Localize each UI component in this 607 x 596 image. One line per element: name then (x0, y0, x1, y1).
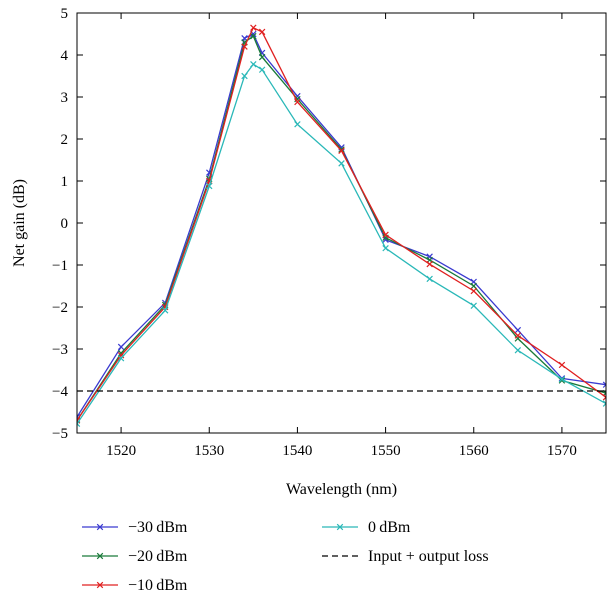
data-point (470, 302, 477, 309)
legend-label: Input + output loss (368, 548, 489, 565)
series-line-1 (77, 35, 606, 421)
y-tick-label: 3 (61, 90, 69, 106)
data-point (336, 523, 344, 531)
legend-item-0: −30 dBm (82, 519, 188, 536)
y-tick-label: 1 (61, 174, 69, 190)
y-tick-label: −5 (52, 426, 68, 442)
series-layer (77, 24, 606, 427)
data-point (117, 343, 125, 351)
data-point (294, 121, 301, 128)
data-point (117, 349, 125, 357)
y-tick-label: −1 (52, 258, 68, 274)
y-tick-label: −2 (52, 300, 68, 316)
data-point (250, 24, 257, 31)
x-tick-label: 1530 (194, 443, 224, 459)
data-point (250, 61, 257, 68)
data-point (426, 275, 433, 283)
x-axis-title: Wavelength (nm) (286, 481, 397, 498)
legend-item-4: Input + output loss (322, 548, 489, 565)
data-point (470, 282, 477, 290)
data-point (602, 381, 606, 388)
data-point (382, 231, 389, 238)
data-point (96, 581, 104, 589)
y-tick-label: 5 (61, 6, 69, 22)
data-point (382, 244, 389, 252)
data-point (294, 98, 301, 106)
x-tick-label: 1550 (371, 443, 401, 459)
legend-item-3: 0 dBm (322, 519, 411, 536)
data-point (117, 355, 125, 362)
data-point (338, 160, 345, 167)
legend-item-1: −20 dBm (82, 548, 188, 565)
x-tick-label: 1560 (459, 443, 489, 459)
data-point (602, 394, 606, 401)
data-point (258, 28, 266, 36)
data-point (96, 523, 104, 531)
data-point (206, 182, 213, 190)
y-axis-title: Net gain (dB) (11, 179, 28, 267)
x-tick-label: 1520 (106, 443, 136, 459)
data-point (426, 260, 433, 268)
legend-label: −20 dBm (128, 548, 188, 565)
data-point (77, 420, 81, 427)
data-point (558, 361, 566, 369)
data-point (514, 326, 522, 334)
data-point (258, 53, 266, 61)
legend-label: −10 dBm (128, 577, 188, 594)
data-point (241, 72, 248, 80)
data-point (338, 147, 345, 154)
data-point (96, 552, 104, 560)
data-point (602, 400, 606, 407)
legend-label: −30 dBm (128, 519, 188, 536)
legend-label: 0 dBm (368, 519, 411, 536)
x-tick-label: 1540 (282, 443, 312, 459)
data-point (250, 32, 257, 40)
series-line-0 (77, 33, 606, 418)
data-point (241, 43, 248, 50)
x-tick-label: 1570 (547, 443, 577, 459)
y-tick-label: 2 (61, 132, 69, 148)
ticks-layer: 1520 1530 1540 1550 1560 1570 −5 −4 −3 −2 −1 0 1 2 3 4 5 (52, 6, 606, 459)
y-tick-label: 4 (61, 48, 69, 64)
y-tick-label: 0 (61, 216, 69, 232)
data-point (514, 332, 522, 339)
y-tick-label: −3 (52, 342, 68, 358)
data-point (514, 347, 522, 354)
data-point (161, 307, 169, 314)
data-point (258, 66, 266, 73)
data-point (470, 287, 477, 295)
data-point (558, 376, 566, 383)
data-point (338, 146, 345, 153)
plot-frame (76, 12, 607, 434)
legend: −30 dBm −20 dBm −10 dBm 0 dBm Input + output… (82, 519, 489, 594)
series-line-2 (77, 26, 606, 421)
legend-item-2: −10 dBm (82, 577, 188, 594)
y-tick-label: −4 (52, 384, 68, 400)
series-line-3 (77, 63, 606, 425)
